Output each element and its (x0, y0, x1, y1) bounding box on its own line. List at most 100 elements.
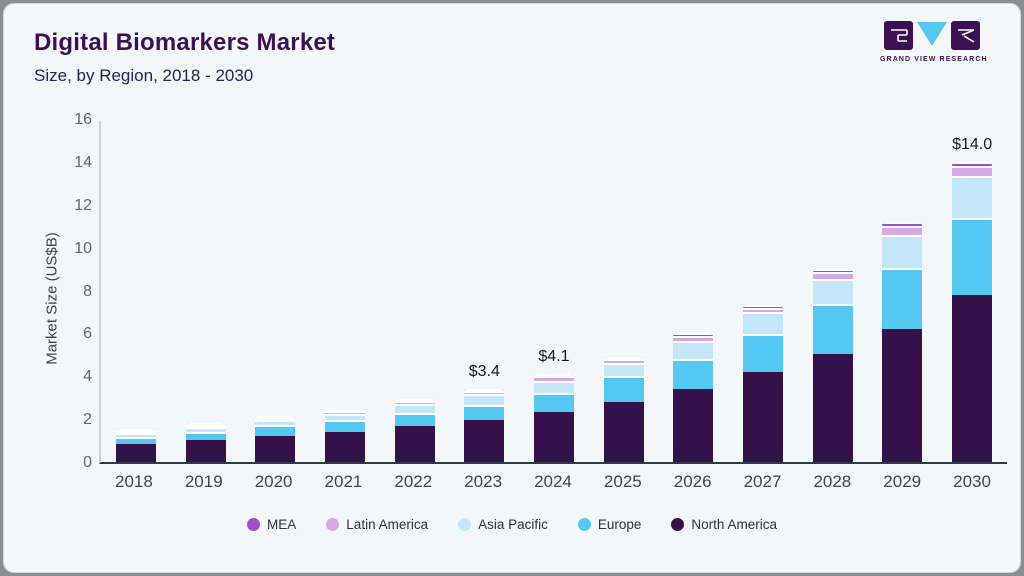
bar-segment-asia-pacific (603, 363, 644, 377)
legend-label: North America (691, 517, 777, 532)
stacked-bar-2026 (673, 333, 714, 462)
legend-dot-icon (458, 518, 472, 531)
bar-segment-latin-america (394, 401, 435, 405)
bar-segment-north-america (464, 420, 505, 462)
bar-segment-asia-pacific (324, 413, 365, 420)
bar-segment-asia-pacific (115, 433, 156, 437)
grand-view-research-logo: GRAND VIEW RESEARCH (880, 21, 987, 63)
bar-segment-latin-america (185, 425, 226, 428)
bar-group-2018 (101, 121, 171, 462)
x-tick-label-2027: 2027 (743, 472, 782, 491)
bar-segment-asia-pacific (673, 340, 714, 360)
y-tick-label: 2 (83, 411, 92, 429)
stacked-bar-2018 (115, 429, 156, 462)
page-title: Digital Biomarkers Market (34, 29, 336, 56)
bar-segment-europe (743, 333, 784, 372)
legend-item-asia-pacific: Asia Pacific (458, 517, 548, 532)
bar-segment-latin-america (603, 359, 644, 364)
bar-segment-latin-america (324, 410, 365, 414)
stacked-bar-2021 (324, 408, 365, 462)
stacked-bar-2025 (603, 356, 644, 462)
bar-segment-mea (952, 161, 993, 167)
bar-value-label-2023: $3.4 (468, 363, 500, 381)
bar-segment-mea (115, 429, 156, 432)
bar-segment-mea (603, 356, 644, 360)
x-tick-label-2029: 2029 (883, 472, 922, 491)
bar-group-2028 (798, 121, 868, 462)
x-tick-label-2018: 2018 (115, 472, 153, 491)
legend: MEA Latin America Asia Pacific Europe North … (4, 517, 1020, 532)
x-tick-label-2020: 2020 (254, 472, 293, 491)
y-tick-label: 16 (74, 111, 92, 128)
bar-segment-latin-america (952, 166, 993, 176)
bar-segment-europe (673, 359, 714, 390)
bar-segment-north-america (603, 401, 644, 462)
bar-segment-asia-pacific (882, 234, 923, 268)
plot-area: $3.4 $4.1 $14.0 (99, 121, 1007, 464)
y-axis-tick-labels: 0 2 4 6 8 10 12 14 16 (4, 111, 92, 471)
bar-segment-latin-america (115, 431, 156, 434)
x-tick-label-2022: 2022 (394, 472, 433, 491)
bar-segment-north-america (743, 371, 784, 462)
legend-item-north-america: North America (671, 517, 777, 532)
bar-segment-asia-pacific (533, 380, 574, 393)
stacked-bar-2019 (185, 423, 226, 462)
bar-segment-latin-america (882, 225, 923, 235)
bar-segment-north-america (255, 435, 296, 462)
bar-segment-europe (812, 304, 853, 354)
legend-label: Europe (597, 517, 642, 532)
bar-segment-europe (394, 412, 435, 426)
legend-label: Latin America (346, 517, 429, 532)
stacked-bar-2028 (812, 269, 853, 462)
legend-dot-icon (577, 518, 591, 531)
bar-segment-north-america (812, 353, 853, 462)
bar-segment-asia-pacific (394, 404, 435, 413)
bar-segment-mea (255, 416, 296, 419)
chart-card: Digital Biomarkers Market Size, by Regio… (3, 3, 1021, 573)
bar-group-2027 (728, 121, 798, 462)
stacked-bar-2024 (533, 374, 574, 462)
y-tick-label: 12 (74, 196, 92, 214)
bar-segment-north-america (394, 426, 435, 462)
x-tick-label-2025: 2025 (603, 472, 642, 491)
bar-segment-mea (533, 374, 574, 377)
y-tick-label: 4 (83, 368, 92, 386)
bar-segment-latin-america (673, 335, 714, 341)
x-tick-label-2021: 2021 (324, 472, 363, 491)
legend-dot-icon (247, 518, 261, 531)
bar-segment-north-america (533, 412, 574, 462)
bar-segment-mea (324, 408, 365, 411)
y-tick-label: 8 (83, 282, 92, 300)
x-tick-label-2024: 2024 (534, 472, 572, 491)
logo-letter-r-icon (951, 21, 980, 50)
x-tick-label-2023: 2023 (464, 472, 503, 491)
bar-segment-mea (743, 305, 784, 308)
bar-segment-mea (394, 399, 435, 402)
logo-letter-g-icon (884, 21, 913, 50)
legend-item-europe: Europe (577, 517, 642, 532)
stacked-bar-2030 (952, 161, 993, 462)
bar-value-label-2030: $14.0 (952, 135, 993, 153)
legend-item-mea: MEA (247, 517, 296, 532)
bar-group-2023: $3.4 (449, 121, 519, 462)
bar-segment-europe (185, 431, 226, 441)
bar-segment-europe (533, 392, 574, 413)
bar-segment-asia-pacific (464, 393, 505, 405)
stacked-bar-2023 (464, 388, 505, 462)
y-tick-label: 0 (83, 454, 92, 471)
bar-segment-europe (464, 404, 505, 421)
bar-group-2021 (310, 121, 380, 462)
bar-group-2024: $4.1 (519, 121, 589, 462)
bar-segment-mea (673, 333, 714, 336)
stacked-bar-2020 (255, 416, 296, 462)
y-tick-label: 10 (74, 239, 92, 257)
bar-group-2019 (171, 121, 241, 462)
bar-segment-europe (952, 217, 993, 295)
legend-label: MEA (267, 517, 297, 532)
x-tick-label-2026: 2026 (673, 472, 712, 491)
bar-segment-europe (255, 425, 296, 436)
bar-segment-north-america (952, 294, 993, 462)
stacked-bar-2027 (743, 305, 784, 462)
bar-segment-asia-pacific (812, 278, 853, 305)
bar-segment-north-america (115, 443, 156, 462)
